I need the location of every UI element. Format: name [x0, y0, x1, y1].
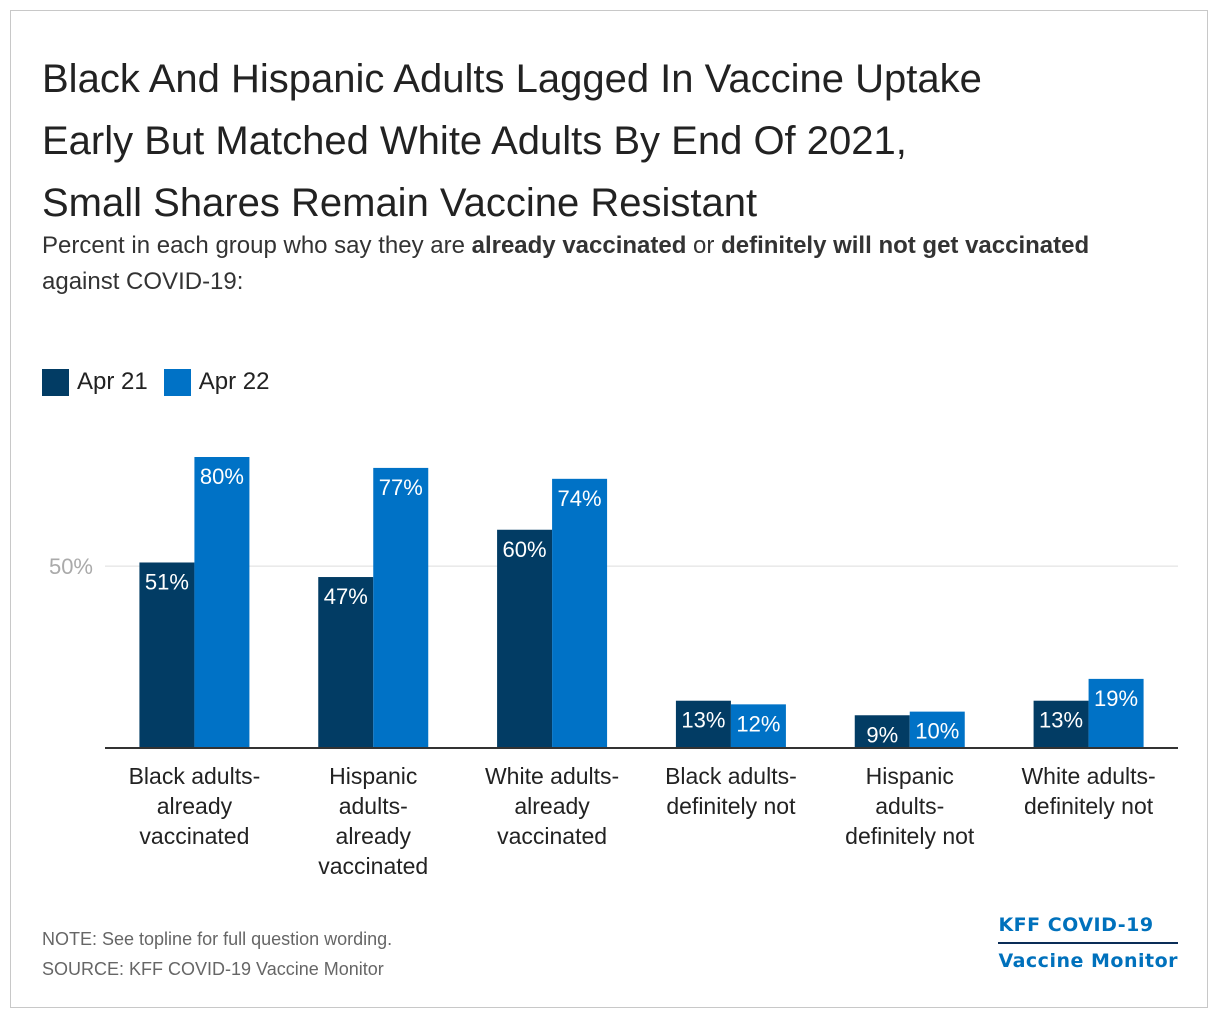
- legend: Apr 21 Apr 22: [42, 368, 285, 396]
- bar-apr21: [1033, 700, 1089, 748]
- chart-frame: [10, 10, 1208, 1008]
- footnote: NOTE: See topline for full question word…: [42, 924, 392, 984]
- data-label: 77%: [379, 475, 423, 500]
- bar-apr21: [854, 715, 910, 748]
- x-tick-label-line: vaccinated: [318, 853, 428, 879]
- title-line-3: Small Shares Remain Vaccine Resistant: [42, 181, 758, 225]
- bar-apr21: [497, 529, 553, 748]
- brand-logo: KFF COVID-19 Vaccine Monitor: [998, 914, 1178, 972]
- x-tick-label-line: Hispanic: [329, 763, 417, 789]
- data-label: 51%: [145, 569, 189, 594]
- x-tick-label: Black adults-definitely not: [665, 763, 797, 819]
- legend-item-apr21: Apr 21: [42, 368, 148, 396]
- bar-apr22: [909, 711, 965, 748]
- legend-item-apr22: Apr 22: [163, 368, 270, 396]
- bar-apr21: [139, 562, 195, 748]
- x-tick-label-line: adults-: [339, 793, 408, 819]
- data-label: 47%: [324, 584, 368, 609]
- x-tick-label-line: definitely not: [666, 793, 796, 819]
- source-text: SOURCE: KFF COVID-19 Vaccine Monitor: [42, 959, 384, 979]
- data-label: 19%: [1094, 686, 1138, 711]
- brand-line-2: Vaccine Monitor: [998, 950, 1178, 972]
- bar-apr22: [1088, 678, 1144, 748]
- data-label: 80%: [200, 464, 244, 489]
- bar-apr22: [552, 478, 608, 748]
- title-line-2: Early But Matched White Adults By End Of…: [42, 119, 907, 163]
- subtitle-text-2: or: [686, 232, 722, 259]
- note-text: NOTE: See topline for full question word…: [42, 929, 393, 949]
- x-tick-label-line: vaccinated: [497, 823, 607, 849]
- bar-apr22: [194, 457, 250, 748]
- title-line-1: Black And Hispanic Adults Lagged In Vacc…: [42, 57, 982, 101]
- x-tick-label: White adults-definitely not: [1021, 763, 1155, 819]
- data-label: 9%: [866, 722, 898, 747]
- y-tick-label: 50%: [49, 554, 93, 579]
- data-label: 60%: [503, 537, 547, 562]
- bar-apr21: [318, 577, 374, 748]
- x-tick-label-line: Black adults-: [129, 763, 261, 789]
- x-tick-label-line: vaccinated: [139, 823, 249, 849]
- x-tick-label: Hispanic adults-already vaccinated: [318, 763, 428, 879]
- bar-apr22: [373, 467, 429, 748]
- data-label: 13%: [1039, 708, 1083, 733]
- subtitle-text-1: Percent in each group who say they are: [42, 232, 472, 259]
- data-label: 13%: [681, 708, 725, 733]
- x-tick-label-line: Hispanic: [866, 763, 954, 789]
- x-tick-label-line: already: [336, 823, 412, 849]
- data-label: 12%: [736, 711, 780, 736]
- data-label: 10%: [915, 719, 959, 744]
- x-tick-label-line: White adults-: [1021, 763, 1155, 789]
- subtitle-text-3: against COVID-19:: [42, 268, 244, 295]
- x-tick-label-line: definitely not: [1024, 793, 1154, 819]
- brand-line-1: KFF COVID-19: [998, 914, 1178, 944]
- bar-apr22: [730, 704, 786, 748]
- bar-apr21: [675, 700, 731, 748]
- x-tick-label-line: definitely not: [845, 823, 975, 849]
- data-label: 74%: [558, 486, 602, 511]
- x-tick-label: White adults-already vaccinated: [485, 763, 619, 849]
- legend-swatch-apr22: [163, 368, 191, 396]
- x-tick-label: Hispanic adults-definitely not: [845, 763, 975, 849]
- chart-subtitle: Percent in each group who say they are a…: [42, 228, 1162, 300]
- subtitle-bold-1: already vaccinated: [471, 232, 687, 259]
- subtitle-bold-2: definitely will not get vaccinated: [721, 232, 1090, 259]
- chart-title: Black And Hispanic Adults Lagged In Vacc…: [42, 48, 1192, 234]
- x-tick-label-line: Black adults-: [665, 763, 797, 789]
- legend-label-apr22: Apr 22: [198, 368, 270, 395]
- x-tick-label-line: White adults-: [485, 763, 619, 789]
- x-tick-label-line: already: [514, 793, 590, 819]
- legend-swatch-apr21: [42, 368, 69, 396]
- x-tick-label-line: adults-: [875, 793, 944, 819]
- legend-label-apr21: Apr 21: [77, 368, 148, 395]
- x-tick-label-line: already: [157, 793, 233, 819]
- x-tick-label: Black adults-already vaccinated: [129, 763, 261, 849]
